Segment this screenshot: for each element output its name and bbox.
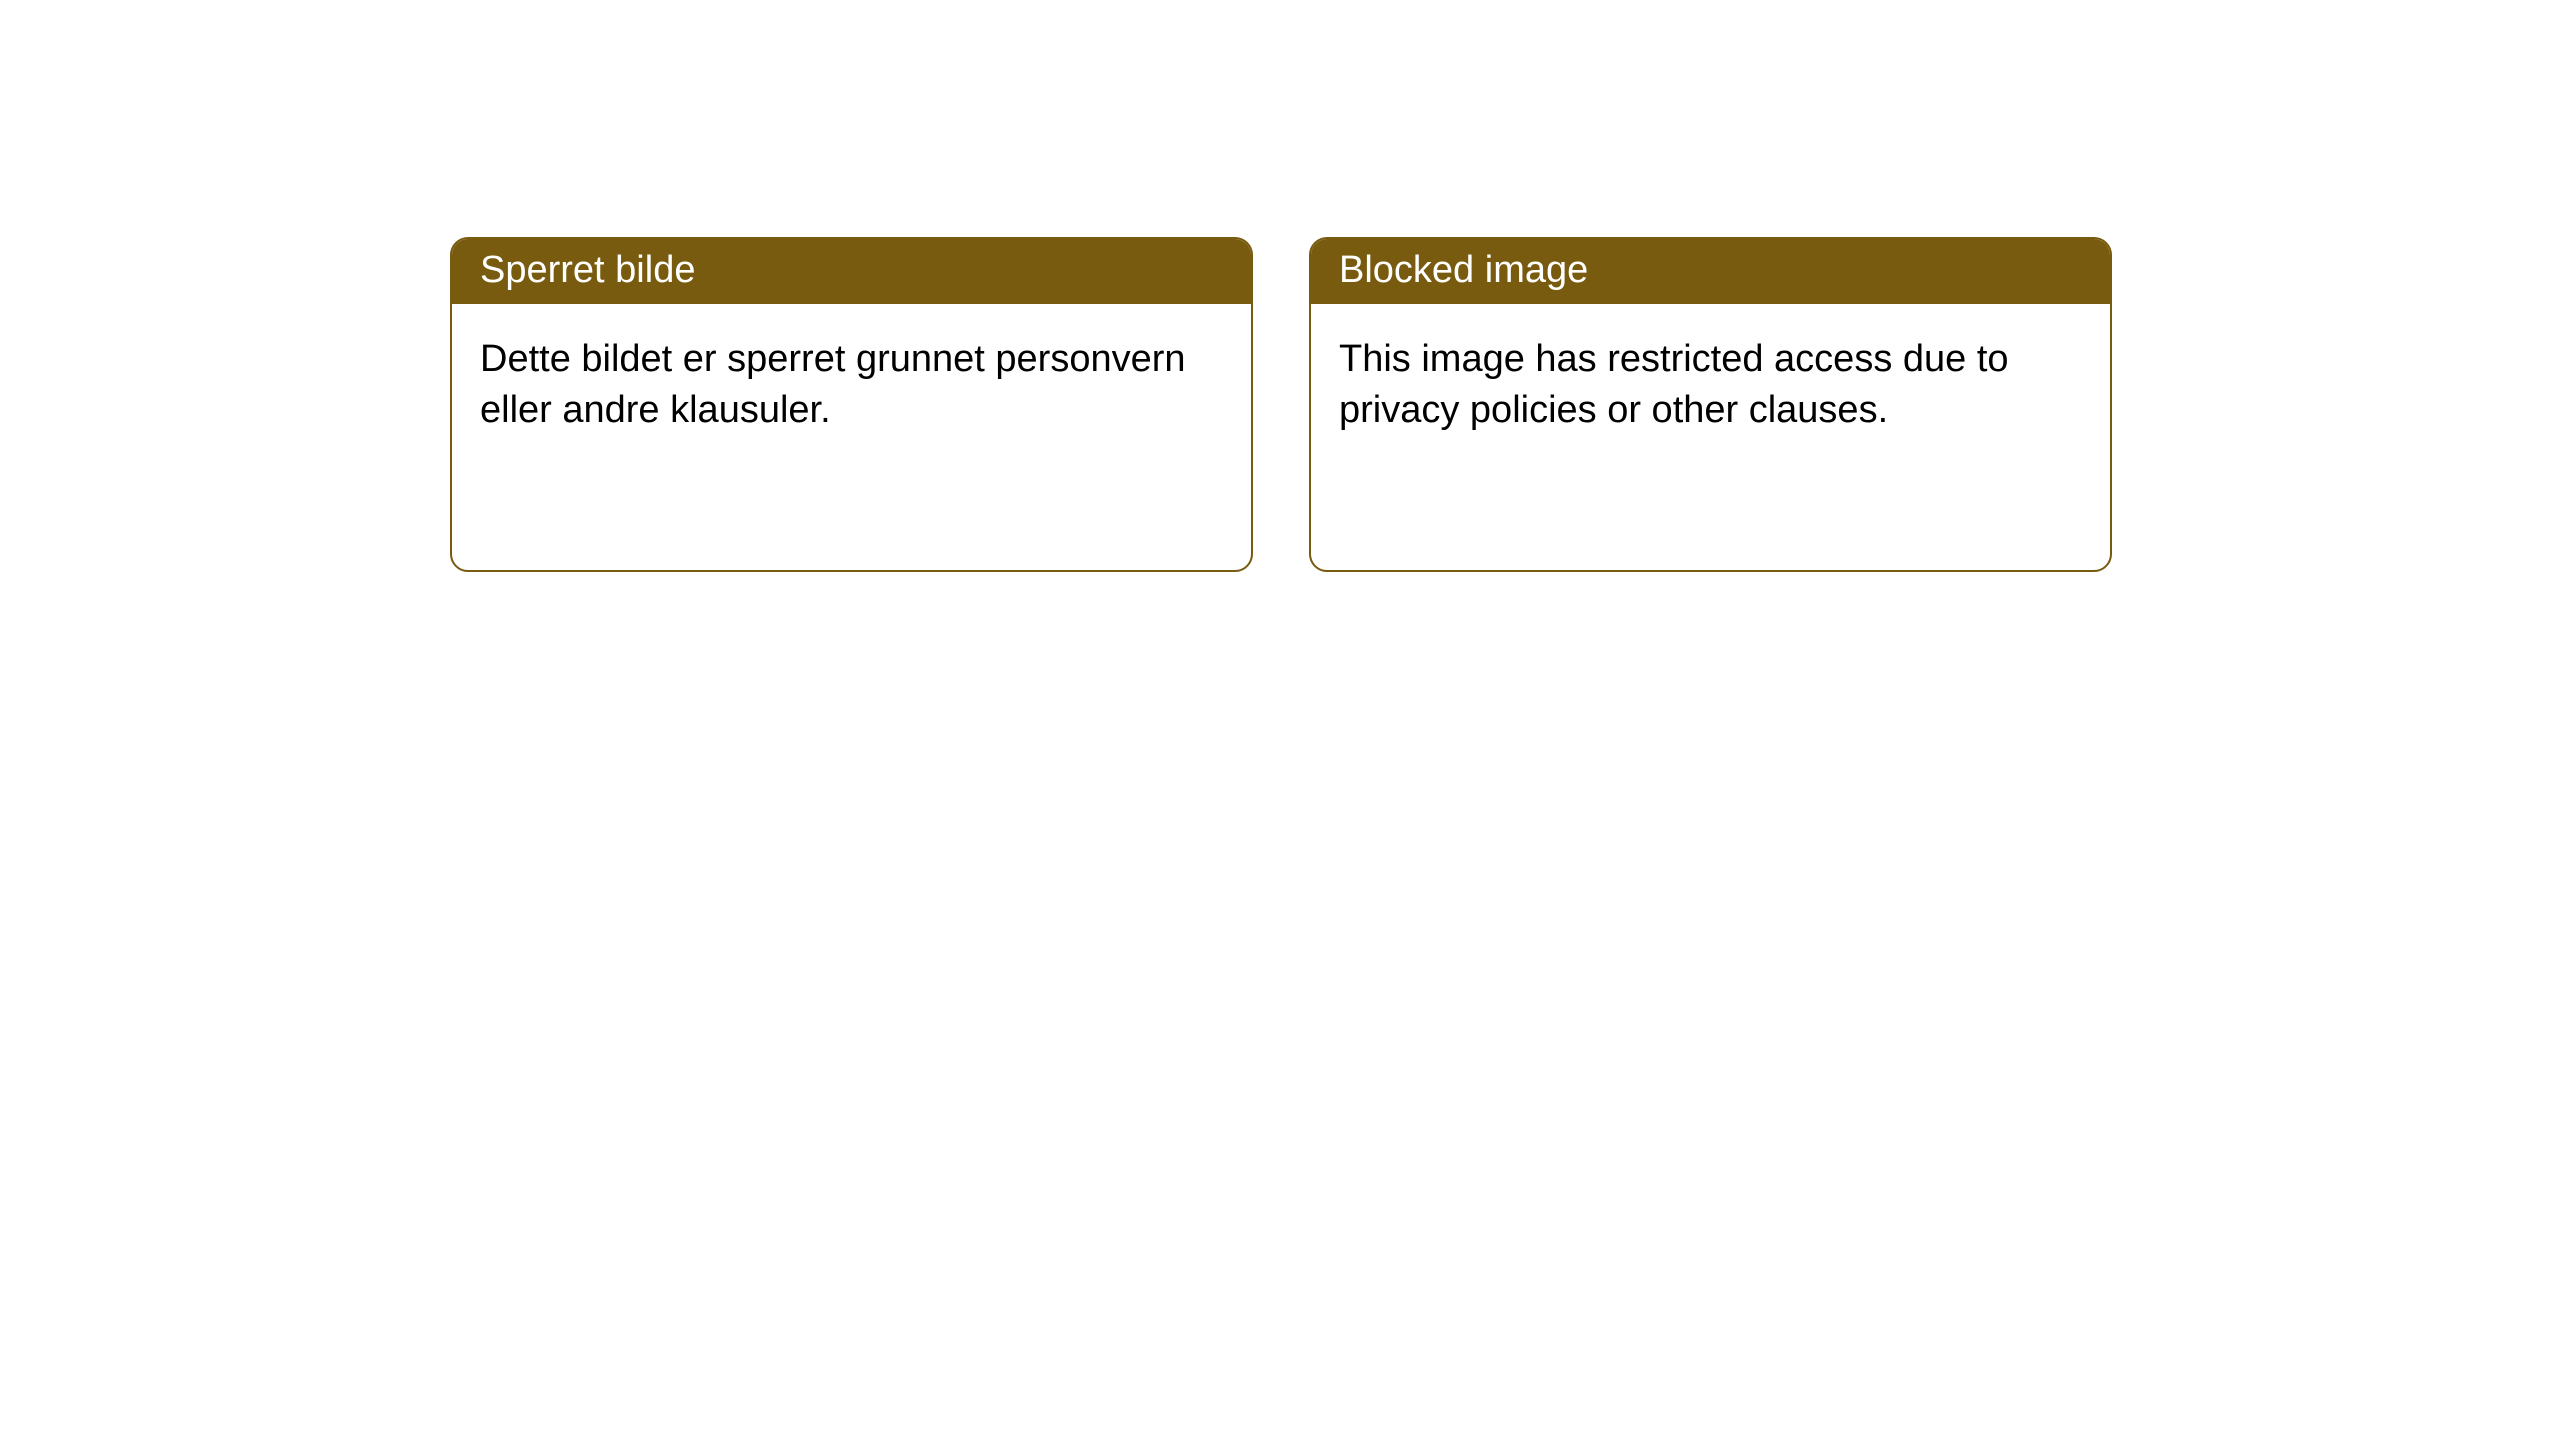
card-body: This image has restricted access due to … bbox=[1311, 304, 2110, 467]
card-title: Sperret bilde bbox=[480, 249, 695, 291]
notice-card-en: Blocked image This image has restricted … bbox=[1309, 237, 2112, 572]
card-body-text: Dette bildet er sperret grunnet personve… bbox=[480, 338, 1186, 431]
card-body-text: This image has restricted access due to … bbox=[1339, 338, 2009, 431]
card-body: Dette bildet er sperret grunnet personve… bbox=[452, 304, 1251, 467]
card-title: Blocked image bbox=[1339, 249, 1588, 291]
cards-container: Sperret bilde Dette bildet er sperret gr… bbox=[450, 237, 2112, 572]
card-header: Blocked image bbox=[1311, 239, 2110, 304]
card-header: Sperret bilde bbox=[452, 239, 1251, 304]
notice-card-no: Sperret bilde Dette bildet er sperret gr… bbox=[450, 237, 1253, 572]
